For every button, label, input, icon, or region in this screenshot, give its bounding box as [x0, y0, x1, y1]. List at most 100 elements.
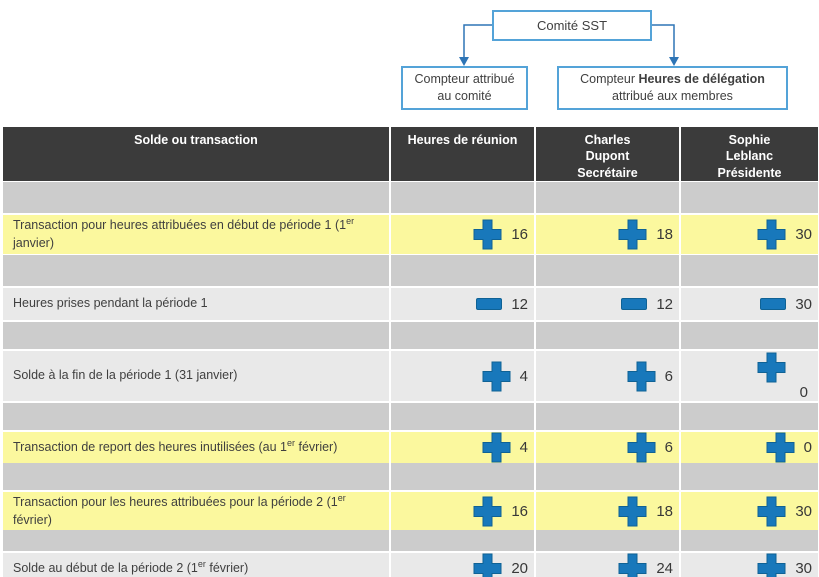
value-text: 12 — [511, 295, 528, 313]
spacer-row — [3, 463, 818, 490]
connector-arrows — [459, 24, 679, 66]
spacer-row — [3, 530, 818, 551]
value-cell: 12 — [536, 288, 679, 320]
header-cell-heures-reunion: Heures de réunion — [391, 127, 534, 181]
value-cell: 6 — [536, 351, 679, 401]
spacer-cell — [3, 403, 389, 430]
spacer-cell — [681, 530, 818, 551]
spacer-row — [3, 322, 818, 349]
plus-icon — [618, 219, 647, 250]
value-cell: 16 — [391, 215, 534, 254]
minus-icon — [621, 298, 648, 310]
table-header-row: Solde ou transaction Heures de réunion C… — [3, 127, 818, 181]
plus-icon — [757, 496, 786, 527]
value-cell: 30 — [681, 492, 818, 531]
value-cell: 18 — [536, 492, 679, 531]
spacer-cell — [536, 322, 679, 349]
plus-icon — [473, 219, 502, 250]
table-row: Transaction pour heures attribuées en dé… — [3, 215, 818, 254]
plus-icon — [627, 361, 656, 392]
spacer-cell — [3, 463, 389, 490]
plus-icon — [473, 553, 502, 577]
spacer-cell — [536, 463, 679, 490]
value-text: 18 — [656, 503, 673, 520]
arrow-down-icon — [669, 57, 679, 66]
counter-committee-box: Compteur attribué au comité — [401, 66, 528, 110]
value-cell: 12 — [391, 288, 534, 320]
plus-icon — [473, 496, 502, 527]
spacer-cell — [3, 530, 389, 551]
value-text: 16 — [511, 226, 528, 243]
value-text: 12 — [656, 295, 673, 313]
spacer-cell — [391, 322, 534, 349]
table-row: Transaction pour les heures attribuées p… — [3, 492, 818, 531]
minus-icon — [760, 298, 787, 310]
spacer-cell — [681, 322, 818, 349]
row-label: Solde au début de la période 2 (1er févr… — [3, 553, 389, 577]
arrow-down-icon — [459, 57, 469, 66]
plus-icon — [757, 219, 786, 250]
value-cell: 4 — [391, 432, 534, 463]
table-row: Solde au début de la période 2 (1er févr… — [3, 553, 818, 577]
plus-icon — [618, 553, 647, 577]
comite-sst-label: Comité SST — [536, 18, 608, 33]
plus-icon — [627, 432, 656, 463]
value-cell: 24 — [536, 553, 679, 577]
spacer-cell — [536, 530, 679, 551]
row-label: Transaction pour heures attribuées en dé… — [3, 215, 389, 254]
plus-icon — [482, 432, 511, 463]
spacer-cell — [391, 182, 534, 213]
plus-icon — [757, 553, 786, 577]
value-text: 30 — [795, 226, 812, 243]
counter-members-line1: Compteur Heures de délégation — [580, 72, 765, 87]
spacer-cell — [391, 403, 534, 430]
value-text: 30 — [795, 503, 812, 520]
counter-committee-line2: au comité — [437, 89, 492, 103]
counter-members-box: Compteur Heures de délégation attribué a… — [557, 66, 788, 110]
value-text: 30 — [795, 560, 812, 577]
table-row: Transaction de report des heures inutili… — [3, 432, 818, 463]
value-cell: 6 — [536, 432, 679, 463]
plus-icon — [482, 361, 511, 392]
row-label: Transaction pour les heures attribuées p… — [3, 492, 389, 531]
value-cell: 30 — [681, 215, 818, 254]
spacer-cell — [681, 463, 818, 490]
value-text: 16 — [511, 503, 528, 520]
plus-icon — [757, 352, 786, 383]
minus-icon — [476, 298, 503, 310]
value-text: 0 — [803, 439, 812, 456]
value-cell: 0 — [681, 432, 818, 463]
spacer-cell — [391, 255, 534, 286]
value-text: 4 — [519, 367, 528, 385]
value-cell: 30 — [681, 553, 818, 577]
row-label: Heures prises pendant la période 1 — [3, 288, 389, 320]
spacer-cell — [391, 530, 534, 551]
value-cell: 30 — [681, 288, 818, 320]
spacer-cell — [681, 182, 818, 213]
counter-members-line2: attribué aux membres — [612, 89, 733, 103]
value-cell: 4 — [391, 351, 534, 401]
spacer-cell — [536, 403, 679, 430]
value-text: 30 — [795, 295, 812, 313]
spacer-cell — [681, 255, 818, 286]
spacer-row — [3, 255, 818, 286]
delegation-hours-table: Solde ou transaction Heures de réunion C… — [3, 127, 818, 577]
value-text: 4 — [519, 439, 528, 456]
comite-sst-box: Comité SST — [492, 10, 652, 41]
value-cell: 18 — [536, 215, 679, 254]
table-row: Solde à la fin de la période 1 (31 janvi… — [3, 351, 818, 401]
value-text: 6 — [664, 439, 673, 456]
row-label: Transaction de report des heures inutili… — [3, 432, 389, 463]
value-text: 20 — [511, 560, 528, 577]
spacer-row — [3, 182, 818, 213]
spacer-cell — [391, 463, 534, 490]
header-cell-sophie-leblanc: Sophie Leblanc Présidente — [681, 127, 818, 181]
value-text: 6 — [664, 367, 673, 385]
value-text: 18 — [656, 226, 673, 243]
value-text: 24 — [656, 560, 673, 577]
spacer-cell — [536, 182, 679, 213]
spacer-cell — [3, 182, 389, 213]
spacer-cell — [681, 403, 818, 430]
row-label: Solde à la fin de la période 1 (31 janvi… — [3, 351, 389, 401]
